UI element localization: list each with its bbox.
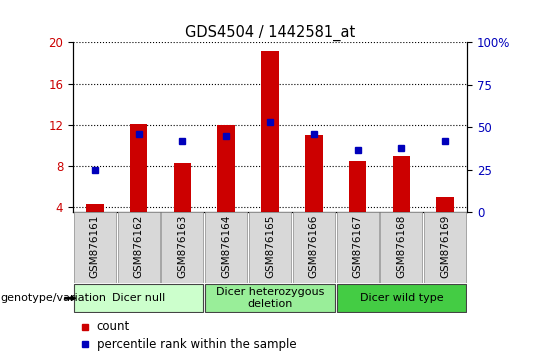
FancyBboxPatch shape <box>293 212 335 283</box>
Bar <box>218 125 235 212</box>
Text: GSM876162: GSM876162 <box>133 215 144 278</box>
Bar <box>436 197 454 212</box>
Text: count: count <box>97 320 130 333</box>
FancyBboxPatch shape <box>74 284 204 312</box>
Text: GSM876167: GSM876167 <box>353 215 362 278</box>
Bar <box>305 135 322 212</box>
FancyBboxPatch shape <box>336 284 466 312</box>
FancyBboxPatch shape <box>380 212 422 283</box>
Bar <box>393 156 410 212</box>
Bar <box>86 204 104 212</box>
Text: Dicer heterozygous
deletion: Dicer heterozygous deletion <box>216 287 324 309</box>
FancyBboxPatch shape <box>161 212 204 283</box>
Bar <box>174 163 191 212</box>
Text: GSM876165: GSM876165 <box>265 215 275 278</box>
Title: GDS4504 / 1442581_at: GDS4504 / 1442581_at <box>185 25 355 41</box>
Text: Dicer wild type: Dicer wild type <box>360 293 443 303</box>
FancyBboxPatch shape <box>424 212 466 283</box>
FancyBboxPatch shape <box>205 212 247 283</box>
Text: Dicer null: Dicer null <box>112 293 165 303</box>
Text: genotype/variation: genotype/variation <box>1 293 106 303</box>
Bar <box>349 161 366 212</box>
FancyBboxPatch shape <box>249 212 291 283</box>
FancyBboxPatch shape <box>74 212 116 283</box>
FancyBboxPatch shape <box>118 212 160 283</box>
FancyBboxPatch shape <box>205 284 335 312</box>
FancyBboxPatch shape <box>336 212 379 283</box>
Text: percentile rank within the sample: percentile rank within the sample <box>97 338 296 350</box>
Text: GSM876161: GSM876161 <box>90 215 100 278</box>
Text: GSM876164: GSM876164 <box>221 215 231 278</box>
Text: GSM876168: GSM876168 <box>396 215 407 278</box>
Text: GSM876166: GSM876166 <box>309 215 319 278</box>
Bar <box>261 51 279 212</box>
Bar <box>130 124 147 212</box>
Text: GSM876169: GSM876169 <box>440 215 450 278</box>
Text: GSM876163: GSM876163 <box>178 215 187 278</box>
